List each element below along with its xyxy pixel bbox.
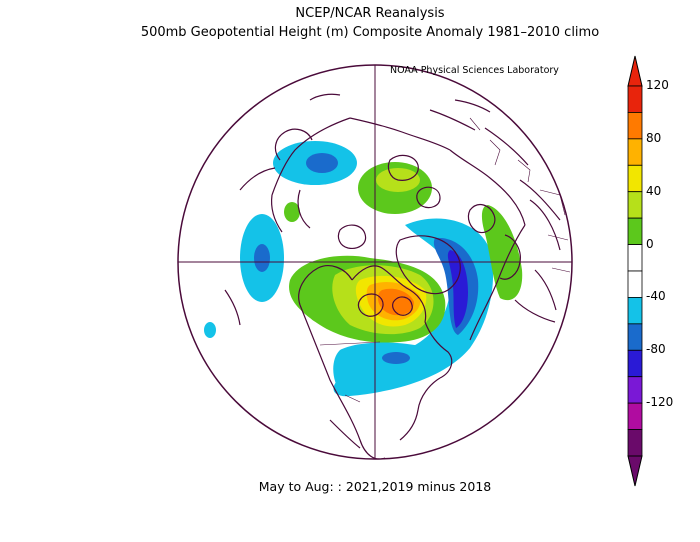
colorbar-tick-label: 0 (646, 236, 654, 251)
map-caption: May to Aug: : 2021,2019 minus 2018 (258, 479, 492, 494)
colorbar-tick-label: 80 (646, 130, 662, 145)
chart-title: NCEP/NCAR Reanalysis (295, 6, 445, 21)
colorbar-bottom-arrow (627, 455, 643, 487)
colorbar-tick-label: -120 (646, 395, 674, 410)
colorbar-tick-label: -40 (646, 289, 666, 304)
map-boundary (177, 64, 573, 460)
colorbar-top-arrow (627, 55, 643, 87)
colorbar-tick-label: 120 (646, 78, 669, 92)
colorbar-segment (627, 138, 643, 166)
colorbar-segment (627, 85, 643, 113)
colorbar-tick-label: 40 (646, 183, 662, 198)
colorbar-segment (627, 297, 643, 325)
colorbar-segment (627, 112, 643, 140)
credit-text: NOAA Physical Sciences Laboratory (390, 65, 559, 76)
colorbar-segment (627, 349, 643, 378)
colorbar-segment (627, 402, 643, 430)
chart-subtitle: 500mb Geopotential Height (m) Composite … (140, 25, 600, 40)
colorbar-segment (627, 217, 643, 245)
colorbar-segment (627, 244, 643, 272)
colorbar-segment (627, 270, 643, 298)
colorbar-tick-label: -80 (646, 342, 666, 357)
colorbar-segment (627, 164, 643, 193)
coastlines (224, 93, 561, 459)
colorbar-segment (627, 376, 643, 404)
colorbar-segment (627, 429, 643, 457)
anomaly-max-canada (378, 288, 414, 316)
colorbar-segment (627, 191, 643, 219)
colorbar-segment (627, 323, 643, 351)
